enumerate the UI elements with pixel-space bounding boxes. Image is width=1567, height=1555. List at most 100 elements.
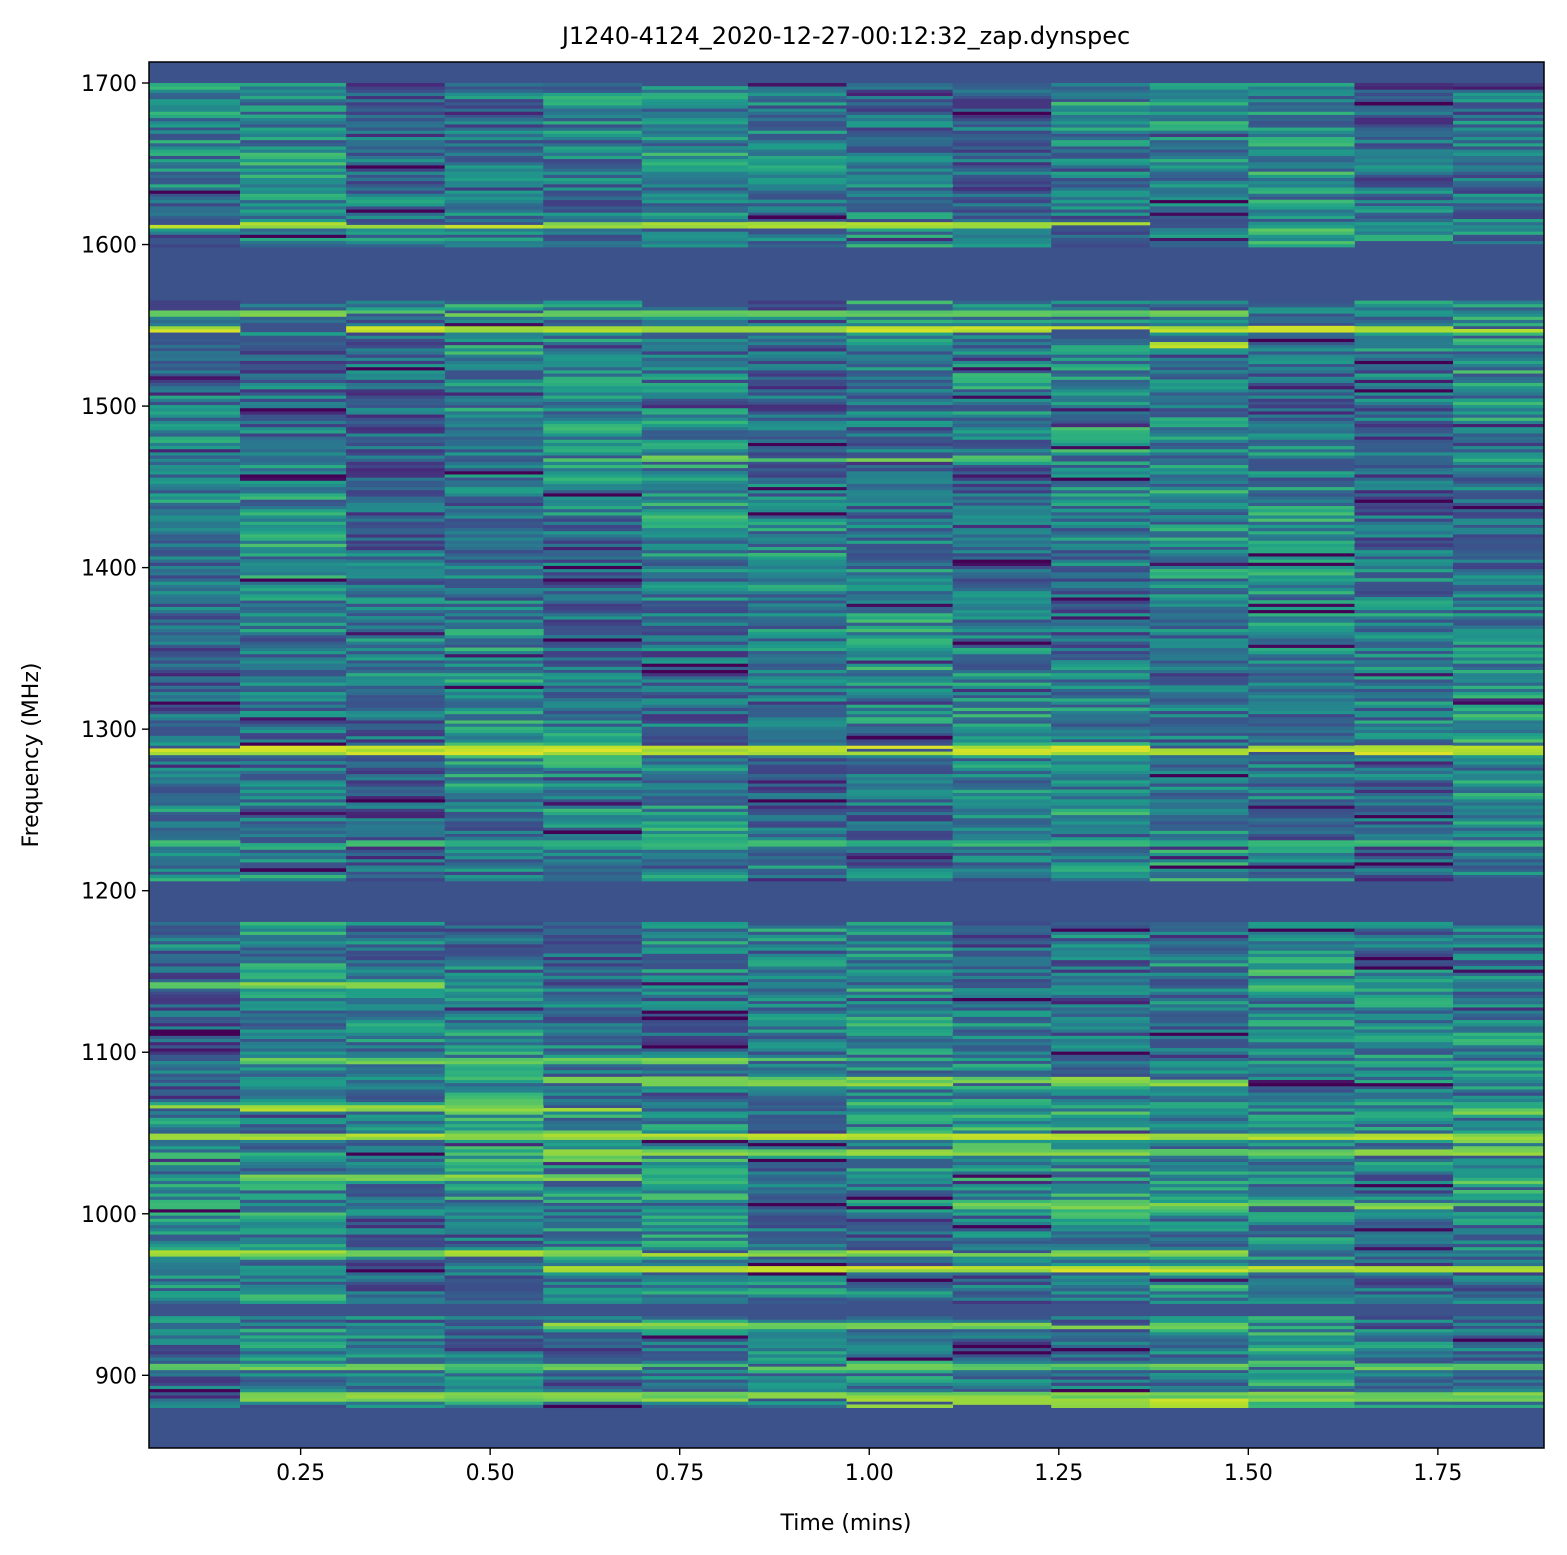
heatmap-cell [747, 1199, 847, 1204]
heatmap-cell [543, 1092, 643, 1096]
heatmap-cell [149, 985, 241, 989]
heatmap-cell [1354, 1104, 1454, 1109]
heatmap-cell [239, 789, 347, 794]
heatmap-cell [1149, 385, 1249, 390]
heatmap-cell [239, 767, 347, 771]
heatmap-cell [1453, 455, 1545, 459]
heatmap-cell [846, 530, 954, 535]
heatmap-cell [346, 962, 446, 967]
heatmap-cell [239, 1259, 347, 1263]
heatmap-cell [444, 1070, 544, 1074]
heatmap-cell [543, 1149, 643, 1153]
heatmap-cell [149, 411, 241, 415]
heatmap-cell [1354, 95, 1454, 100]
heatmap-cell [747, 824, 847, 828]
heatmap-cell [1453, 688, 1545, 693]
heatmap-cell [346, 1224, 446, 1229]
heatmap-cell [1453, 530, 1545, 535]
heatmap-cell [444, 962, 544, 967]
heatmap-cell [543, 1073, 643, 1077]
heatmap-cell [1354, 474, 1454, 478]
heatmap-cell [444, 187, 544, 191]
heatmap-cell [747, 1212, 847, 1216]
heatmap-cell [846, 388, 954, 393]
heatmap-cell [1051, 1350, 1151, 1355]
heatmap-cell [1149, 1104, 1249, 1109]
heatmap-cell [1248, 1142, 1355, 1147]
heatmap-cell [543, 1294, 643, 1298]
heatmap-cell [1453, 735, 1545, 740]
heatmap-cell [1453, 669, 1545, 674]
heatmap-cell [444, 414, 544, 418]
heatmap-cell [346, 940, 446, 945]
heatmap-cell [149, 180, 241, 185]
heatmap-cell [952, 114, 1052, 119]
heatmap-cell [1149, 1136, 1249, 1140]
heatmap-cell [239, 83, 347, 87]
heatmap-cell [641, 650, 749, 655]
heatmap-cell [1248, 603, 1355, 607]
heatmap-cell [1453, 559, 1545, 563]
heatmap-cell [952, 86, 1052, 90]
heatmap-cell [1051, 231, 1151, 235]
heatmap-cell [1248, 1338, 1355, 1342]
heatmap-cell [952, 726, 1052, 730]
heatmap-cell [952, 1130, 1052, 1134]
heatmap-cell [952, 1202, 1052, 1207]
heatmap-cell [952, 742, 1052, 746]
heatmap-cell [346, 716, 446, 721]
heatmap-cell [543, 959, 643, 964]
heatmap-cell [747, 1126, 847, 1131]
heatmap-cell [543, 956, 643, 961]
heatmap-cell [641, 685, 749, 689]
heatmap-cell [239, 988, 347, 992]
heatmap-cell [346, 1177, 446, 1181]
heatmap-cell [1149, 508, 1249, 513]
heatmap-cell [543, 388, 643, 393]
heatmap-cell [1051, 1095, 1151, 1099]
heatmap-cell [1354, 379, 1454, 384]
heatmap-cell [1354, 1060, 1454, 1065]
heatmap-cell [346, 401, 446, 406]
heatmap-cell [1453, 300, 1545, 305]
heatmap-cell [346, 628, 446, 633]
heatmap-cell [1248, 202, 1355, 207]
heatmap-cell [846, 165, 954, 169]
heatmap-cell [1149, 679, 1249, 683]
heatmap-cell [846, 795, 954, 800]
heatmap-cell [1051, 571, 1151, 576]
heatmap-cell [346, 177, 446, 182]
heatmap-cell [1051, 332, 1151, 336]
heatmap-cell [641, 111, 749, 115]
heatmap-cell [952, 612, 1052, 617]
heatmap-cell [346, 723, 446, 727]
heatmap-cell [543, 483, 643, 488]
heatmap-cell [641, 590, 749, 595]
heatmap-cell [239, 830, 347, 835]
heatmap-cell [952, 351, 1052, 355]
heatmap-cell [1248, 688, 1355, 693]
heatmap-cell [1051, 1060, 1151, 1065]
heatmap-cell [1248, 789, 1355, 794]
heatmap-cell [846, 1139, 954, 1144]
heatmap-cell [149, 1388, 241, 1393]
heatmap-cell [747, 619, 847, 623]
heatmap-cell [239, 745, 347, 749]
heatmap-cell [239, 136, 347, 141]
heatmap-cell [952, 1000, 1052, 1005]
heatmap-cell [239, 452, 347, 456]
heatmap-cell [1453, 1000, 1545, 1005]
heatmap-cell [952, 521, 1052, 525]
heatmap-cell [149, 89, 241, 93]
heatmap-cell [1051, 808, 1151, 812]
heatmap-cell [543, 202, 643, 207]
heatmap-cell [1149, 499, 1249, 503]
heatmap-cell [1149, 833, 1249, 838]
heatmap-cell [444, 549, 544, 554]
heatmap-cell [346, 1070, 446, 1074]
heatmap-cell [444, 436, 544, 440]
heatmap-cell [1248, 1221, 1355, 1226]
heatmap-cell [444, 1190, 544, 1194]
heatmap-cell [444, 1316, 544, 1320]
heatmap-cell [543, 464, 643, 469]
